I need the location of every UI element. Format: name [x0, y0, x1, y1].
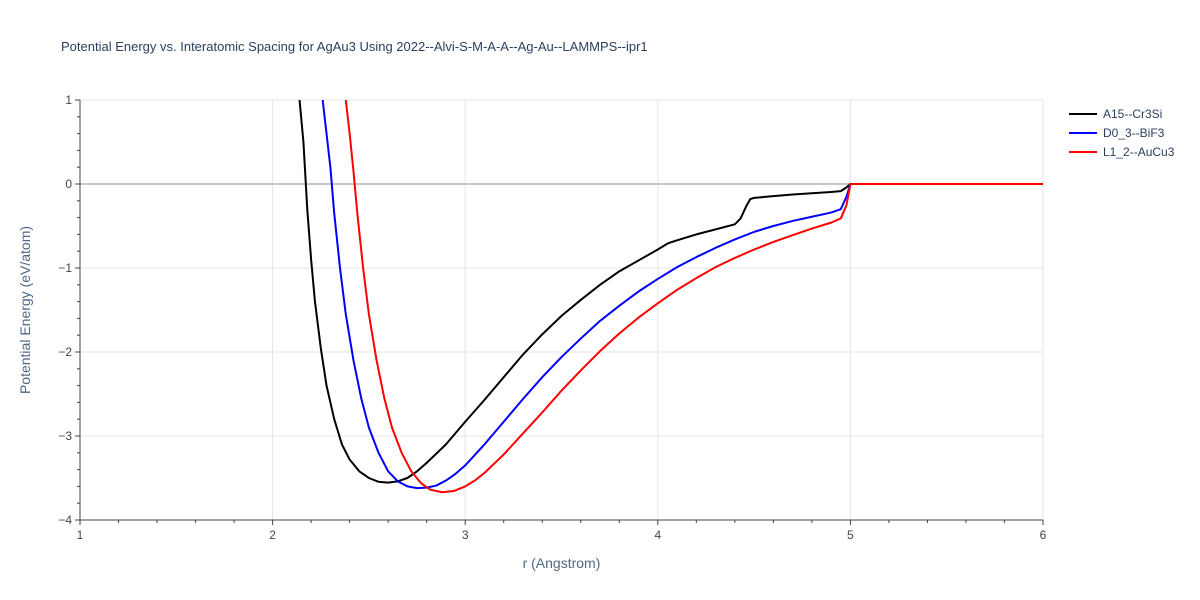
legend-label: D0_3--BiF3 — [1103, 126, 1165, 140]
x-tick-labels: 1 2 3 4 5 6 — [77, 520, 1047, 542]
x-tick-label: 3 — [462, 528, 469, 542]
y-tick-label: −4 — [58, 513, 72, 527]
y-tick-label: −1 — [58, 261, 72, 275]
x-tick-label: 5 — [847, 528, 854, 542]
y-tick-label: −3 — [58, 429, 72, 443]
legend-label: A15--Cr3Si — [1103, 107, 1162, 121]
legend-item-1[interactable]: D0_3--BiF3 — [1069, 126, 1165, 140]
y-tick-label: 0 — [65, 177, 72, 191]
legend-item-2[interactable]: L1_2--AuCu3 — [1069, 145, 1175, 159]
x-axis-title: r (Angstrom) — [523, 555, 601, 571]
y-tick-label: 1 — [65, 93, 72, 107]
y-tick-label: −2 — [58, 345, 72, 359]
axes — [79, 100, 1043, 521]
legend-label: L1_2--AuCu3 — [1103, 145, 1175, 159]
plot-area — [80, 100, 1043, 520]
grid-lines — [80, 99, 1044, 520]
legend[interactable]: A15--Cr3Si D0_3--BiF3 L1_2--AuCu3 — [1069, 107, 1175, 159]
y-axis-title: Potential Energy (eV/atom) — [17, 226, 33, 394]
x-tick-label: 2 — [269, 528, 276, 542]
legend-item-0[interactable]: A15--Cr3Si — [1069, 107, 1162, 121]
series-line-1 — [321, 100, 1043, 490]
chart-title: Potential Energy vs. Interatomic Spacing… — [61, 39, 648, 54]
y-tick-labels: 1 0 −1 −2 −3 −4 — [58, 93, 80, 527]
x-tick-label: 4 — [654, 528, 661, 542]
series-line-0 — [298, 100, 1043, 484]
series-line-2 — [344, 100, 1043, 494]
series-lines — [298, 100, 1043, 494]
x-tick-label: 6 — [1040, 528, 1047, 542]
x-tick-label: 1 — [77, 528, 84, 542]
